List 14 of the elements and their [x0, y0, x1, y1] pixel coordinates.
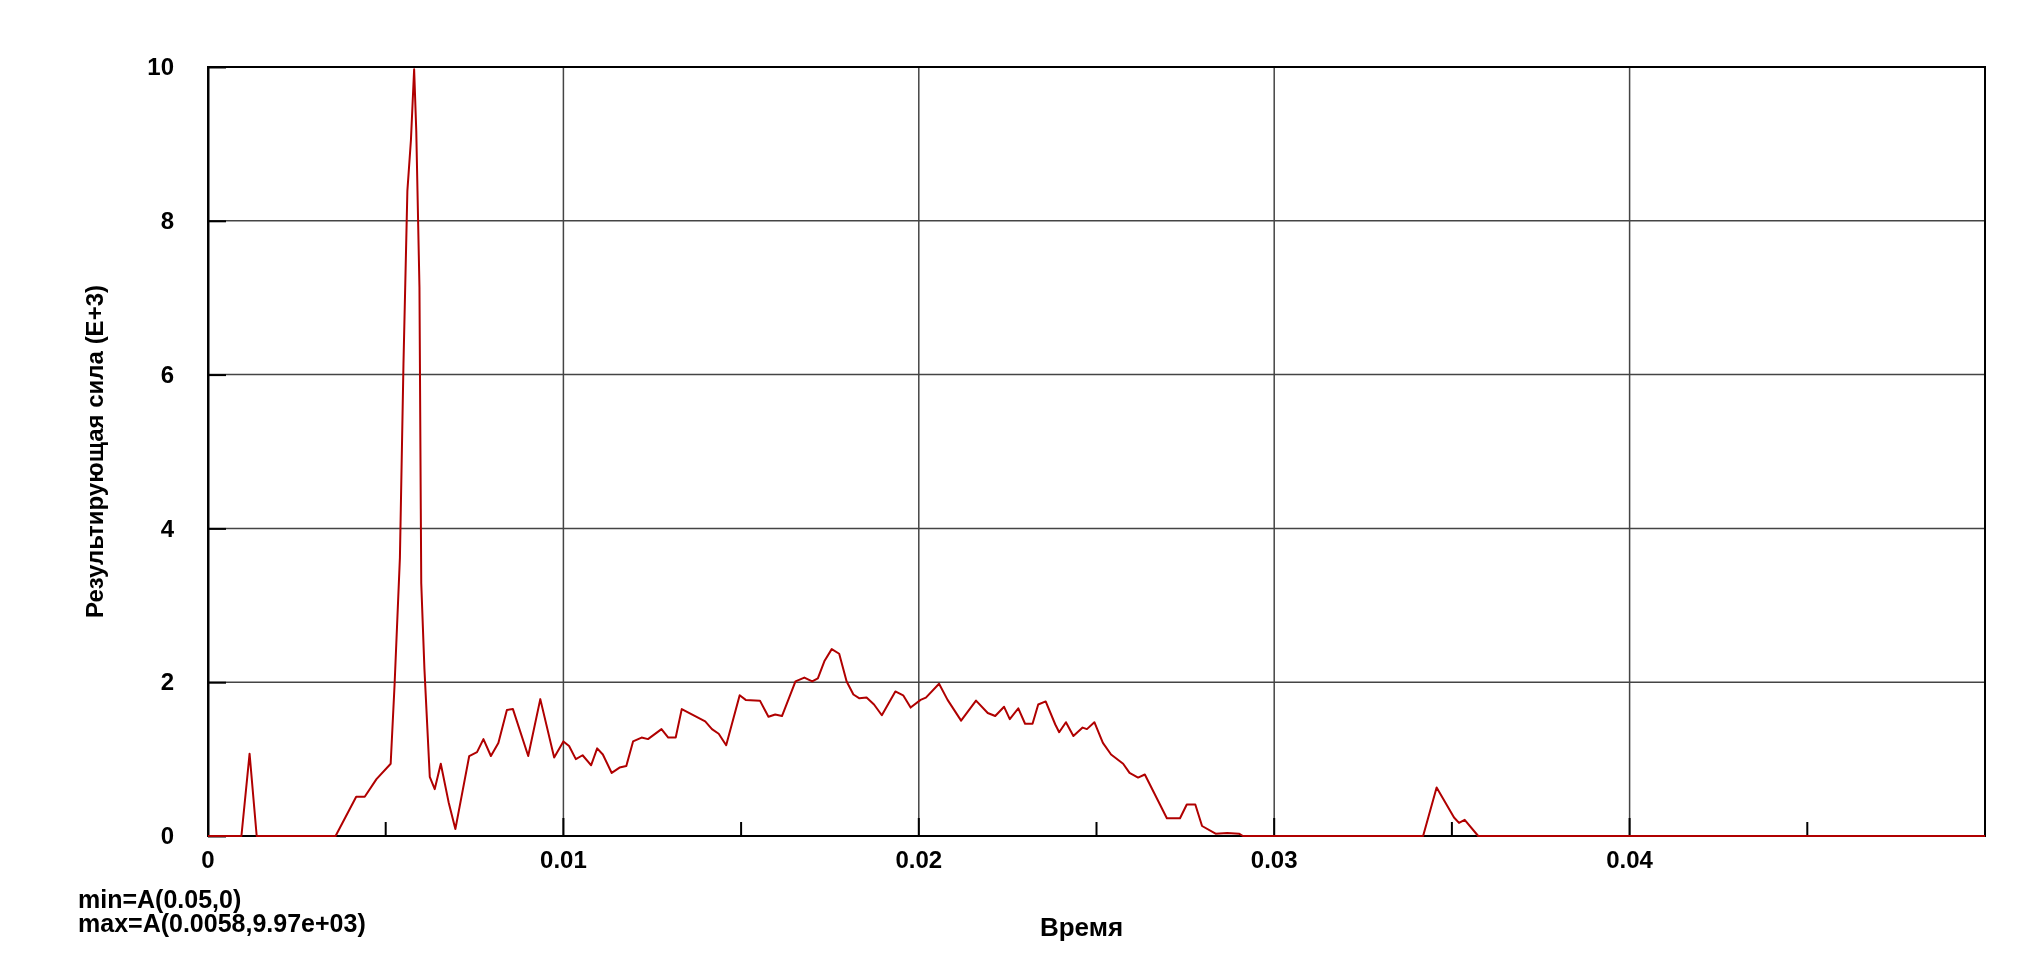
x-tick-label: 0 — [201, 846, 215, 873]
y-tick-label: 6 — [160, 360, 174, 388]
y-tick-label: 2 — [160, 668, 174, 696]
y-tick-label: 8 — [160, 206, 174, 234]
y-tick-label: 4 — [160, 514, 175, 542]
x-tick-label: 0.03 — [1250, 846, 1298, 873]
y-axis-title: Результирующая сила (E+3) — [81, 285, 108, 618]
y-tick-label: 10 — [147, 53, 174, 81]
x-tick-label: 0.04 — [1606, 846, 1654, 873]
x-tick-label: 0.02 — [895, 846, 943, 873]
y-tick-label: 0 — [160, 822, 174, 850]
x-tick-label: 0.01 — [540, 846, 587, 873]
text: min=A(0.05,0) — [78, 885, 242, 913]
x-axis-title: Время — [1039, 912, 1124, 942]
